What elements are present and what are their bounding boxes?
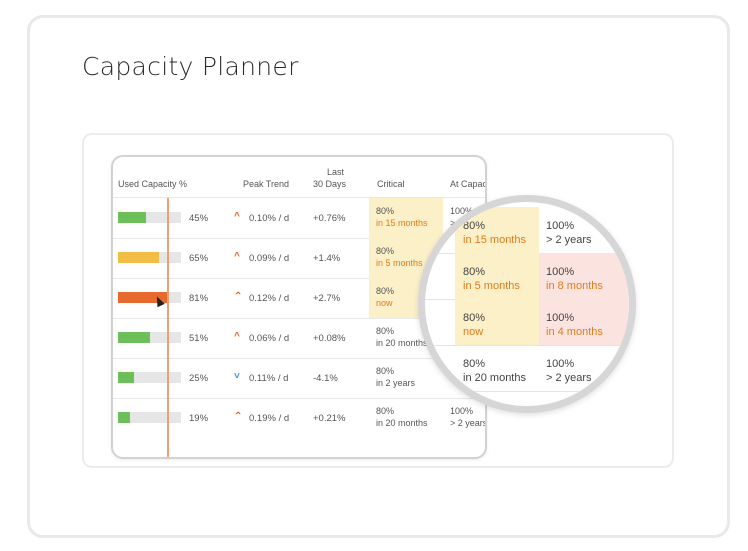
magnified-critical-when: in 5 months xyxy=(463,280,520,292)
used-capacity-bar-fill xyxy=(118,372,134,383)
peak-trend-value: 0.12% / d xyxy=(249,293,290,304)
magnified-capacity-highlight xyxy=(539,299,629,345)
magnified-critical-highlight xyxy=(455,299,539,345)
row-divider xyxy=(113,358,485,359)
used-capacity-value: 81% xyxy=(189,293,209,304)
critical-when: in 5 months xyxy=(376,258,423,268)
used-capacity-value: 19% xyxy=(189,413,209,424)
header-peak-trend[interactable]: Peak Trend xyxy=(243,179,290,189)
row-divider xyxy=(113,318,485,319)
used-capacity-bar xyxy=(118,412,181,423)
critical-when: now xyxy=(376,298,393,308)
magnified-capacity-when: > 2 years xyxy=(546,234,592,246)
critical-highlight xyxy=(369,198,443,238)
used-capacity-bar-fill xyxy=(118,252,159,263)
magnified-critical-when: now xyxy=(463,326,484,338)
double-chevron-up-icon: ⌃ xyxy=(234,291,243,302)
magnified-capacity-percent: 100% xyxy=(546,312,575,324)
at-capacity-when: > 2 years xyxy=(450,418,487,428)
used-capacity-bar-fill xyxy=(118,292,170,303)
used-capacity-bar xyxy=(118,252,181,263)
header-at-capacity[interactable]: At Capac xyxy=(450,179,487,189)
double-chevron-up-icon: ⌃ xyxy=(234,411,243,422)
magnified-critical-percent: 80% xyxy=(463,358,486,370)
critical-percent: 80% xyxy=(376,246,395,256)
critical-percent: 80% xyxy=(376,206,395,216)
last-30-days-value: -4.1% xyxy=(313,373,338,384)
critical-percent: 80% xyxy=(376,406,395,416)
magnified-critical-when: in 15 months xyxy=(463,234,526,246)
magnified-critical-highlight xyxy=(455,207,539,253)
magnified-capacity-percent: 100% xyxy=(546,220,575,232)
magnified-capacity-percent: 100% xyxy=(546,266,575,278)
magnified-critical-percent: 80% xyxy=(463,266,486,278)
peak-trend-value: 0.11% / d xyxy=(249,373,289,384)
used-capacity-bar xyxy=(118,332,181,343)
magnified-critical-highlight xyxy=(455,253,539,299)
used-capacity-bar-fill xyxy=(118,412,130,423)
header-last-30-days-line2[interactable]: 30 Days xyxy=(313,179,347,189)
capacity-threshold-marker xyxy=(167,198,169,457)
critical-percent: 80% xyxy=(376,366,395,376)
page-title: Capacity Planner xyxy=(82,52,299,81)
used-capacity-bar-fill xyxy=(118,212,147,223)
used-capacity-value: 45% xyxy=(189,213,209,224)
critical-percent: 80% xyxy=(376,286,395,296)
used-capacity-bar-fill xyxy=(118,332,151,343)
magnified-capacity-percent: 100% xyxy=(546,358,575,370)
last-30-days-value: +1.4% xyxy=(313,253,341,264)
chevron-up-icon: ^ xyxy=(234,251,240,262)
last-30-days-value: +0.76% xyxy=(313,213,346,224)
peak-trend-value: 0.19% / d xyxy=(249,413,290,424)
critical-when: in 2 years xyxy=(376,378,416,388)
row-divider xyxy=(113,238,485,239)
critical-percent: 80% xyxy=(376,326,395,336)
magnified-critical-percent: 80% xyxy=(463,312,486,324)
last-30-days-value: +0.08% xyxy=(313,333,346,344)
magnified-capacity-when: > 2 years xyxy=(546,372,592,384)
used-capacity-bar xyxy=(118,212,181,223)
peak-trend-value: 0.10% / d xyxy=(249,213,290,224)
magnified-critical-percent: 80% xyxy=(463,220,486,232)
critical-when: in 20 months xyxy=(376,338,428,348)
used-capacity-value: 65% xyxy=(189,253,209,264)
row-divider xyxy=(113,398,485,399)
magnified-capacity-when: in 4 months xyxy=(546,326,603,338)
row-divider xyxy=(113,278,485,279)
chevron-up-icon: ^ xyxy=(234,331,240,342)
peak-trend-value: 0.06% / d xyxy=(249,333,290,344)
peak-trend-value: 0.09% / d xyxy=(249,253,290,264)
used-capacity-value: 25% xyxy=(189,373,209,384)
header-divider xyxy=(113,197,485,198)
magnified-capacity-highlight xyxy=(539,253,629,299)
magnified-row-divider xyxy=(425,391,629,392)
magnified-capacity-when: in 8 months xyxy=(546,280,603,292)
used-capacity-bar xyxy=(118,372,181,383)
used-capacity-bar xyxy=(118,292,181,303)
header-last-30-days-line1[interactable]: Last xyxy=(327,167,345,177)
used-capacity-value: 51% xyxy=(189,333,209,344)
magnified-critical-when: in 20 months xyxy=(463,372,526,384)
chevron-up-icon: ^ xyxy=(234,211,240,222)
last-30-days-value: +2.7% xyxy=(313,293,341,304)
chevron-down-icon: ˅ xyxy=(234,371,240,382)
magnifier-lens: 80% in 15 months 100% > 2 years 80% in 5 mont… xyxy=(418,195,636,413)
at-capacity-percent: 100% xyxy=(450,406,474,416)
last-30-days-value: +0.21% xyxy=(313,413,346,424)
critical-when: in 15 months xyxy=(376,218,428,228)
header-used-capacity[interactable]: Used Capacity % xyxy=(118,179,188,189)
magnified-row-divider xyxy=(425,345,629,346)
critical-when: in 20 months xyxy=(376,418,428,428)
header-critical[interactable]: Critical xyxy=(377,179,405,189)
